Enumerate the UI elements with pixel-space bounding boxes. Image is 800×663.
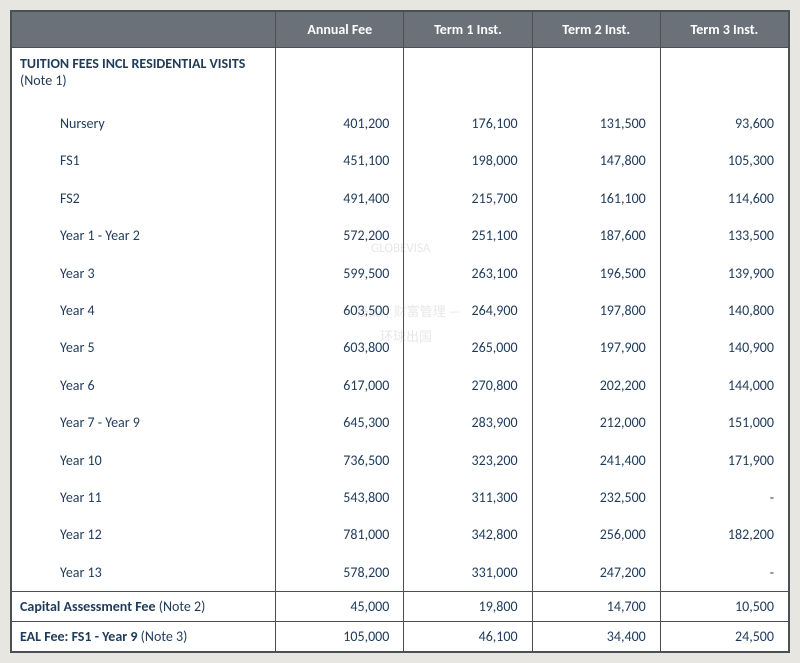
cell-term3: 10,500 bbox=[660, 592, 788, 622]
table-row: Year 7 - Year 9645,300283,900212,000151,… bbox=[12, 404, 789, 441]
row-label: Year 6 bbox=[12, 367, 276, 404]
row-label: Year 5 bbox=[12, 329, 276, 366]
table-header-row: Annual Fee Term 1 Inst. Term 2 Inst. Ter… bbox=[12, 12, 789, 48]
table-row: Nursery401,200176,100131,50093,600 bbox=[12, 105, 789, 142]
footer-row: EAL Fee: FS1 - Year 9 (Note 3)105,00046,… bbox=[12, 622, 789, 652]
col-header-annual: Annual Fee bbox=[276, 12, 404, 48]
cell-term3: 105,300 bbox=[660, 142, 788, 179]
cell-term1: 264,900 bbox=[404, 292, 532, 329]
cell-annual: 543,800 bbox=[276, 479, 404, 516]
table-row: FS2491,400215,700161,100114,600 bbox=[12, 180, 789, 217]
table-row: Year 10736,500323,200241,400171,900 bbox=[12, 442, 789, 479]
table-row: Year 12781,000342,800256,000182,200 bbox=[12, 516, 789, 553]
cell-term1: 198,000 bbox=[404, 142, 532, 179]
cell-term2: 187,600 bbox=[532, 217, 660, 254]
cell-term3: 114,600 bbox=[660, 180, 788, 217]
cell-term1: 283,900 bbox=[404, 404, 532, 441]
footer-row: Capital Assessment Fee (Note 2)45,00019,… bbox=[12, 592, 789, 622]
cell-term3: 151,000 bbox=[660, 404, 788, 441]
table-row: Year 4603,500264,900197,800140,800 bbox=[12, 292, 789, 329]
cell-term1: 263,100 bbox=[404, 255, 532, 292]
cell-term3: 24,500 bbox=[660, 622, 788, 652]
cell-term1: 19,800 bbox=[404, 592, 532, 622]
row-label: FS2 bbox=[12, 180, 276, 217]
cell-annual: 603,800 bbox=[276, 329, 404, 366]
cell-term3: 93,600 bbox=[660, 105, 788, 142]
table-row: Year 11543,800311,300232,500- bbox=[12, 479, 789, 516]
cell-term2: 34,400 bbox=[532, 622, 660, 652]
row-label: Nursery bbox=[12, 105, 276, 142]
section-title: TUITION FEES INCL RESIDENTIAL VISITS bbox=[12, 48, 276, 73]
row-label: FS1 bbox=[12, 142, 276, 179]
table-row: Year 1 - Year 2572,200251,100187,600133,… bbox=[12, 217, 789, 254]
cell-term3: 139,900 bbox=[660, 255, 788, 292]
row-label: Year 4 bbox=[12, 292, 276, 329]
row-label: Year 12 bbox=[12, 516, 276, 553]
row-label: Year 3 bbox=[12, 255, 276, 292]
row-label: Year 1 - Year 2 bbox=[12, 217, 276, 254]
cell-annual: 401,200 bbox=[276, 105, 404, 142]
cell-term1: 46,100 bbox=[404, 622, 532, 652]
table-row: Year 3599,500263,100196,500139,900 bbox=[12, 255, 789, 292]
spacer-row bbox=[12, 95, 789, 105]
cell-term3: 133,500 bbox=[660, 217, 788, 254]
cell-annual: 781,000 bbox=[276, 516, 404, 553]
cell-term2: 202,200 bbox=[532, 367, 660, 404]
cell-annual: 645,300 bbox=[276, 404, 404, 441]
cell-term3: 140,900 bbox=[660, 329, 788, 366]
cell-annual: 491,400 bbox=[276, 180, 404, 217]
cell-term2: 147,800 bbox=[532, 142, 660, 179]
cell-term2: 197,800 bbox=[532, 292, 660, 329]
row-label: Year 11 bbox=[12, 479, 276, 516]
section-note-row: (Note 1) bbox=[12, 72, 789, 95]
cell-annual: 617,000 bbox=[276, 367, 404, 404]
table-row: FS1451,100198,000147,800105,300 bbox=[12, 142, 789, 179]
section-note: (Note 1) bbox=[12, 72, 276, 95]
cell-term3: 140,800 bbox=[660, 292, 788, 329]
col-header-term3: Term 3 Inst. bbox=[660, 12, 788, 48]
cell-term2: 197,900 bbox=[532, 329, 660, 366]
cell-term2: 161,100 bbox=[532, 180, 660, 217]
cell-term2: 131,500 bbox=[532, 105, 660, 142]
cell-annual: 451,100 bbox=[276, 142, 404, 179]
col-header-term1: Term 1 Inst. bbox=[404, 12, 532, 48]
cell-term1: 311,300 bbox=[404, 479, 532, 516]
section-title-row: TUITION FEES INCL RESIDENTIAL VISITS bbox=[12, 48, 789, 73]
cell-term1: 251,100 bbox=[404, 217, 532, 254]
cell-term1: 342,800 bbox=[404, 516, 532, 553]
cell-term3: 144,000 bbox=[660, 367, 788, 404]
cell-term1: 270,800 bbox=[404, 367, 532, 404]
row-label: Year 10 bbox=[12, 442, 276, 479]
cell-annual: 45,000 bbox=[276, 592, 404, 622]
cell-term3: 182,200 bbox=[660, 516, 788, 553]
cell-term2: 232,500 bbox=[532, 479, 660, 516]
cell-term1: 265,000 bbox=[404, 329, 532, 366]
cell-term2: 196,500 bbox=[532, 255, 660, 292]
fees-table-container: Annual Fee Term 1 Inst. Term 2 Inst. Ter… bbox=[10, 10, 790, 653]
cell-term2: 212,000 bbox=[532, 404, 660, 441]
cell-term2: 256,000 bbox=[532, 516, 660, 553]
cell-term1: 323,200 bbox=[404, 442, 532, 479]
cell-annual: 599,500 bbox=[276, 255, 404, 292]
table-row: Year 5603,800265,000197,900140,900 bbox=[12, 329, 789, 366]
col-header-blank bbox=[12, 12, 276, 48]
cell-term2: 14,700 bbox=[532, 592, 660, 622]
cell-annual: 736,500 bbox=[276, 442, 404, 479]
table-row: Year 6617,000270,800202,200144,000 bbox=[12, 367, 789, 404]
fees-table: Annual Fee Term 1 Inst. Term 2 Inst. Ter… bbox=[11, 11, 789, 652]
cell-annual: 603,500 bbox=[276, 292, 404, 329]
footer-label: Capital Assessment Fee (Note 2) bbox=[12, 592, 276, 622]
cell-term1: 176,100 bbox=[404, 105, 532, 142]
cell-term3: - bbox=[660, 479, 788, 516]
cell-annual: 105,000 bbox=[276, 622, 404, 652]
cell-term2: 241,400 bbox=[532, 442, 660, 479]
row-label: Year 7 - Year 9 bbox=[12, 404, 276, 441]
col-header-term2: Term 2 Inst. bbox=[532, 12, 660, 48]
footer-label: EAL Fee: FS1 - Year 9 (Note 3) bbox=[12, 622, 276, 652]
cell-term1: 215,700 bbox=[404, 180, 532, 217]
cell-annual: 572,200 bbox=[276, 217, 404, 254]
cell-term3: 171,900 bbox=[660, 442, 788, 479]
